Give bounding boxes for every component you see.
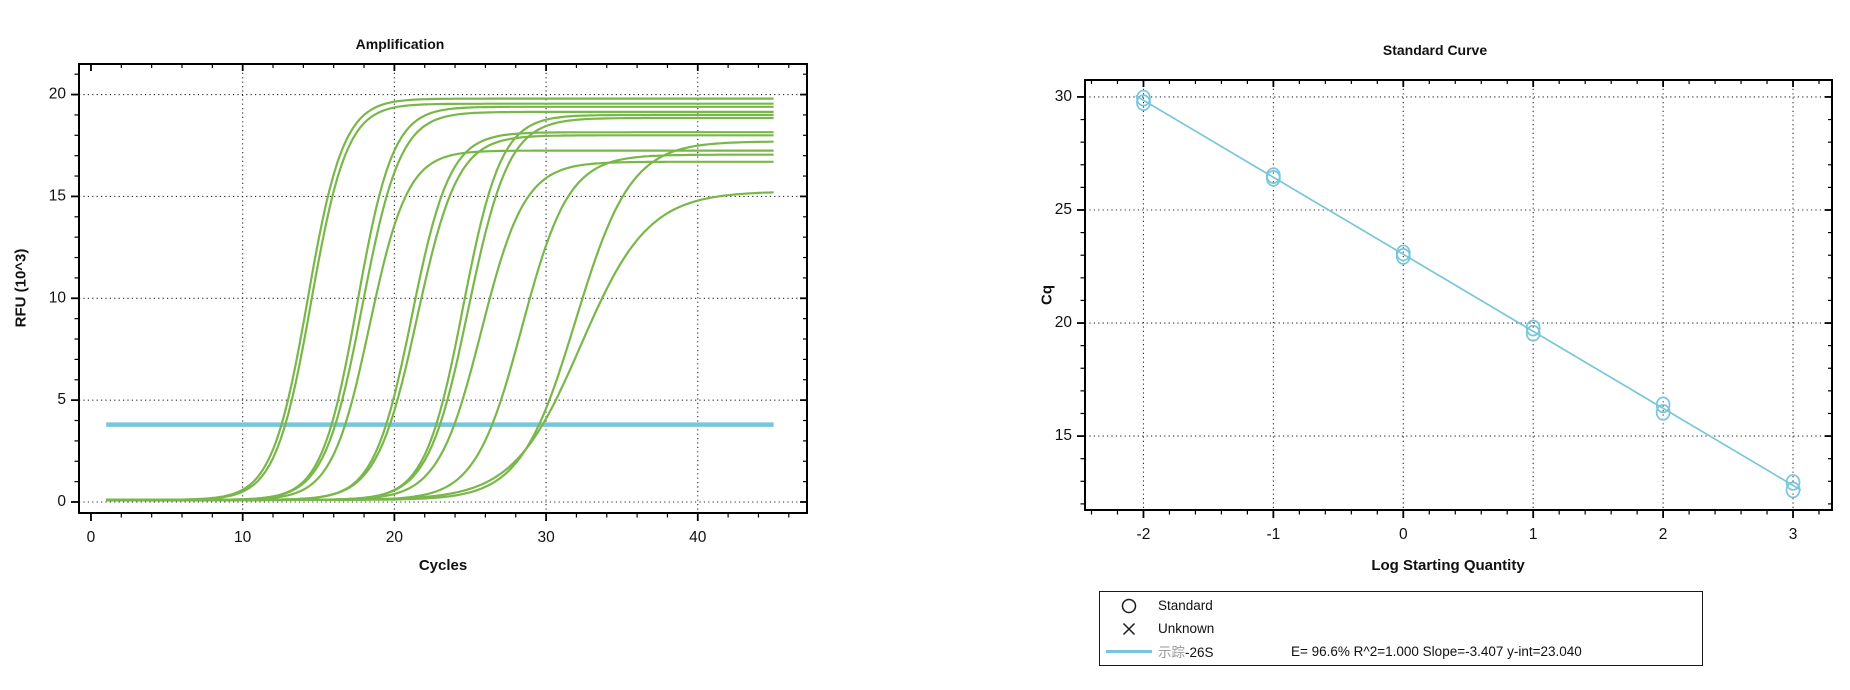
standard_curve-x-tick-label: 0 <box>1399 526 1408 543</box>
amplification-x-tick-label: 30 <box>537 529 555 546</box>
amplification-curve[interactable] <box>106 110 774 502</box>
legend-label-standard: Standard <box>1158 598 1213 614</box>
amplification-y-axis-title: RFU (10^3) <box>12 248 30 328</box>
amplification-curve[interactable] <box>106 116 774 502</box>
standard_curve-x-tick-label: -1 <box>1266 526 1280 543</box>
amplification-curve[interactable] <box>106 131 774 502</box>
standard_curve-y-tick-label: 15 <box>1055 427 1072 444</box>
series-name-cn: 示踪 <box>1158 645 1185 661</box>
standard_curve-plot-frame <box>1084 79 1833 511</box>
unknown-x-icon <box>1100 620 1158 638</box>
amplification-x-tick-label: 20 <box>386 529 404 546</box>
amplification-x-axis-title: Cycles <box>418 557 468 574</box>
legend-row-series: 示踪-26S E= 96.6% R^2=1.000 Slope=-3.407 y… <box>1100 640 1702 662</box>
standard-point[interactable] <box>1785 481 1801 499</box>
standard_curve-y-tick-label: 25 <box>1055 201 1072 218</box>
standard-point[interactable] <box>1525 324 1541 342</box>
amplification-y-tick-label: 5 <box>57 391 66 408</box>
standard_curve-x-tick-label: 3 <box>1789 526 1798 543</box>
legend-row-standard: Standard <box>1100 595 1702 617</box>
amplification-curve[interactable] <box>106 113 774 502</box>
standard-point[interactable] <box>1395 244 1411 262</box>
amplification-curve[interactable] <box>106 140 774 502</box>
amplification-plot-frame <box>78 63 808 514</box>
amplification-y-tick-label: 15 <box>49 188 66 205</box>
amplification-curve[interactable] <box>106 105 774 502</box>
standard-point[interactable] <box>1655 396 1671 414</box>
series-line-icon <box>1100 649 1158 653</box>
standard-curve-legend: Standard Unknown 示踪-26S E= 96.6% R^2=1.0… <box>1099 591 1703 666</box>
standard-curve-fit-line[interactable] <box>1135 94 1802 491</box>
standard_curve-x-tick-label: -2 <box>1137 526 1151 543</box>
amplification-curve[interactable] <box>106 134 774 502</box>
amplification-y-tick-label: 20 <box>49 86 67 103</box>
amplification-y-tick-label: 0 <box>57 493 66 510</box>
standard-curve-chart-title: Standard Curve <box>1382 42 1488 58</box>
amplification-curve[interactable] <box>106 102 774 502</box>
amplification-x-tick-label: 40 <box>689 529 707 546</box>
standard_curve-y-tick-label: 20 <box>1055 314 1073 331</box>
standard-curve-y-axis-title: Cq <box>1038 285 1056 305</box>
amplification-curve[interactable] <box>106 191 774 502</box>
regression-stats: E= 96.6% R^2=1.000 Slope=-3.407 y-int=23… <box>1291 643 1582 659</box>
standard-point[interactable] <box>1785 474 1801 491</box>
standard-point[interactable] <box>1136 89 1151 107</box>
standard-circle-icon <box>1100 597 1158 615</box>
amplification-y-tick-label: 10 <box>49 289 67 306</box>
amplification-x-tick-label: 10 <box>234 529 252 546</box>
standard-point[interactable] <box>1655 403 1671 421</box>
legend-label-series: 示踪-26S <box>1158 641 1291 661</box>
amplification-curve[interactable] <box>106 160 774 502</box>
standard_curve-y-tick-label: 30 <box>1055 88 1073 105</box>
legend-row-unknown: Unknown <box>1100 618 1702 640</box>
standard-point[interactable] <box>1525 319 1541 337</box>
standard_curve-x-tick-label: 2 <box>1659 526 1668 543</box>
series-name-suffix: -26S <box>1185 645 1214 661</box>
amplification-chart-title: Amplification <box>355 36 445 52</box>
amplification-x-tick-label: 0 <box>87 529 96 546</box>
standard-point[interactable] <box>1136 94 1151 111</box>
standard-point[interactable] <box>1266 167 1281 184</box>
standard-curve-x-axis-title: Log Starting Quantity <box>1371 557 1525 574</box>
legend-label-unknown: Unknown <box>1158 621 1215 636</box>
standard_curve-x-tick-label: 1 <box>1529 526 1538 543</box>
amplification-curve[interactable] <box>106 153 774 502</box>
